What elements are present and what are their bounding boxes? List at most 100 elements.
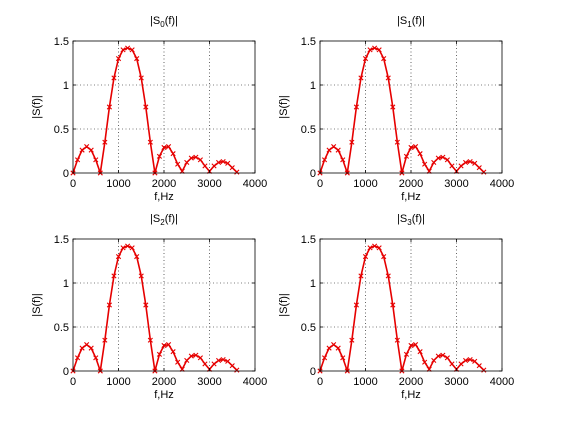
data-point-stroke — [335, 345, 341, 351]
y-axis-label: |S(f)| — [278, 293, 290, 316]
y-tick-label: 0.5 — [54, 322, 69, 334]
data-point — [408, 342, 414, 349]
data-point-stroke — [353, 302, 359, 308]
data-point-stroke — [381, 254, 387, 260]
data-point — [225, 358, 231, 364]
data-point — [184, 159, 190, 166]
x-axis-label: f,Hz — [401, 389, 421, 401]
data-point — [134, 254, 140, 260]
data-point-stroke — [193, 352, 199, 358]
data-point-stroke — [188, 353, 194, 359]
chart-title: |S1(f)| — [397, 15, 425, 29]
subplot-2: 0 1000 2000 3000 4000 0 0.5 1 1.5 |S2(f)| f,Hz |S(f… — [31, 213, 267, 401]
data-point-stroke — [216, 159, 222, 166]
data-point — [335, 147, 341, 153]
data-point-stroke — [216, 357, 222, 364]
data-point — [349, 337, 355, 343]
data-point — [449, 361, 455, 367]
data-point-stroke — [403, 153, 410, 159]
data-point — [476, 165, 482, 171]
data-point-stroke — [476, 165, 482, 171]
x-tick-label: 4000 — [490, 178, 514, 190]
data-point — [358, 273, 364, 279]
x-tick-label: 1000 — [106, 376, 130, 388]
data-point — [120, 47, 126, 53]
data-point-stroke — [79, 345, 85, 351]
data-point-stroke — [326, 147, 332, 153]
data-point — [147, 337, 153, 343]
data-point — [115, 56, 122, 62]
data-point — [349, 139, 355, 145]
data-point — [234, 169, 240, 175]
data-point-stroke — [120, 245, 126, 251]
data-point-stroke — [403, 351, 410, 357]
data-point — [422, 161, 428, 167]
data-point — [367, 47, 373, 53]
data-point-stroke — [376, 245, 382, 251]
x-tick-label: 3000 — [444, 376, 468, 388]
x-tick-label: 0 — [70, 376, 76, 388]
data-point-stroke — [444, 157, 450, 163]
x-axis-label: f,Hz — [154, 191, 174, 203]
data-point — [79, 147, 85, 153]
data-point — [463, 159, 469, 166]
data-point-stroke — [372, 45, 378, 51]
data-point-stroke — [125, 45, 131, 51]
data-point-stroke — [449, 163, 455, 169]
data-point — [417, 349, 423, 355]
data-point-stroke — [390, 302, 396, 308]
x-tick-label: 0 — [70, 178, 76, 190]
data-point-stroke — [111, 273, 117, 279]
data-point — [143, 302, 149, 308]
data-point — [106, 302, 112, 308]
data-point — [175, 161, 181, 167]
x-axis-label: f,Hz — [154, 389, 174, 401]
data-point-stroke — [170, 349, 176, 355]
data-point — [134, 56, 140, 62]
data-point — [125, 243, 131, 249]
data-point-stroke — [372, 243, 378, 249]
data-point — [458, 361, 464, 367]
data-point-stroke — [435, 155, 441, 161]
data-point — [102, 139, 108, 145]
data-point-stroke — [170, 151, 176, 157]
y-axis-label: |S(f)| — [278, 95, 290, 118]
data-point-stroke — [349, 337, 355, 343]
data-point-stroke — [394, 337, 400, 343]
data-point — [188, 353, 194, 359]
data-point-stroke — [331, 144, 337, 150]
data-point — [102, 337, 108, 343]
data-point-stroke — [467, 356, 473, 363]
data-point-stroke — [362, 56, 369, 62]
data-point — [170, 151, 176, 157]
data-point — [394, 139, 400, 145]
data-point — [472, 358, 478, 364]
data-point — [211, 163, 217, 169]
data-point-stroke — [220, 158, 226, 165]
data-point — [362, 56, 369, 62]
data-point-stroke — [422, 359, 428, 365]
data-point-stroke — [175, 161, 181, 167]
data-point — [111, 75, 117, 81]
data-point — [74, 157, 81, 163]
data-point-stroke — [197, 157, 203, 163]
subplot-1: 0 1000 2000 3000 4000 0 0.5 1 1.5 |S1(f)| f,Hz |S(f… — [278, 15, 514, 203]
data-point — [340, 355, 346, 361]
data-point — [367, 245, 373, 251]
data-point — [88, 345, 94, 351]
data-point — [170, 349, 176, 355]
data-point — [463, 357, 469, 364]
data-point — [390, 104, 396, 110]
data-point-stroke — [335, 147, 341, 153]
data-point — [412, 342, 419, 348]
data-point — [84, 342, 90, 348]
data-point — [216, 159, 222, 166]
data-point — [362, 254, 369, 260]
data-point-stroke — [340, 157, 346, 163]
data-point-stroke — [143, 302, 149, 308]
y-tick-label: 0.5 — [301, 322, 316, 334]
data-point-stroke — [467, 158, 473, 165]
data-point-stroke — [353, 104, 359, 110]
x-tick-label: 1000 — [353, 178, 377, 190]
y-tick-label: 0.5 — [54, 124, 69, 136]
